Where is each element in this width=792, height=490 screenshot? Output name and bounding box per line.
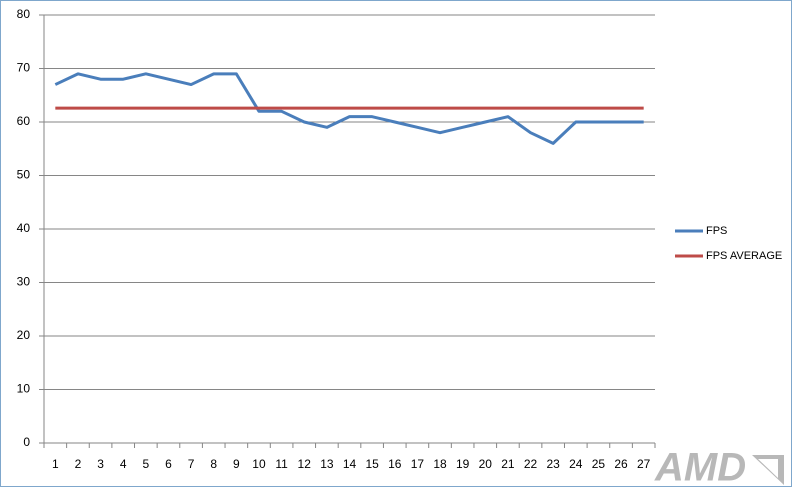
x-tick-label: 11 [275,457,288,471]
x-tick-label: 3 [97,457,104,471]
x-tick-label: 1 [52,457,59,471]
watermark: AMD [654,446,746,490]
y-tick-label: 40 [17,221,31,235]
x-tick-label: 14 [343,457,357,471]
x-tick-label: 23 [546,457,560,471]
series-line [54,72,644,145]
y-tick-label: 30 [17,275,31,289]
y-tick-label: 0 [23,435,30,449]
x-tick-label: 25 [592,457,606,471]
x-tick-label: 7 [188,457,195,471]
x-tick-label: 24 [569,457,583,471]
x-tick-label: 6 [165,457,172,471]
y-tick-label: 10 [17,382,31,396]
x-tick-label: 17 [411,457,425,471]
x-tick-label: 2 [75,457,82,471]
y-tick-label: 80 [17,7,31,21]
x-tick-label: 26 [614,457,628,471]
y-tick-label: 60 [17,114,31,128]
x-tick-label: 4 [120,457,127,471]
legend-label: FPS [706,225,727,237]
x-tick-label: 27 [637,457,651,471]
y-tick-label: 70 [17,61,31,75]
x-tick-label: 22 [524,457,538,471]
x-tick-label: 10 [252,457,266,471]
x-tick-label: 8 [210,457,217,471]
x-tick-label: 18 [433,457,447,471]
x-tick-label: 21 [501,457,515,471]
x-tick-label: 13 [320,457,334,471]
legend-label: FPS AVERAGE [706,250,782,262]
x-tick-label: 12 [298,457,312,471]
y-tick-label: 50 [17,168,31,182]
x-tick-label: 20 [479,457,493,471]
logo-mark [752,455,784,485]
x-tick-label: 5 [142,457,149,471]
y-tick-label: 20 [17,328,31,342]
x-tick-label: 15 [365,457,379,471]
x-tick-label: 9 [233,457,240,471]
x-tick-label: 19 [456,457,470,471]
x-tick-label: 16 [388,457,402,471]
